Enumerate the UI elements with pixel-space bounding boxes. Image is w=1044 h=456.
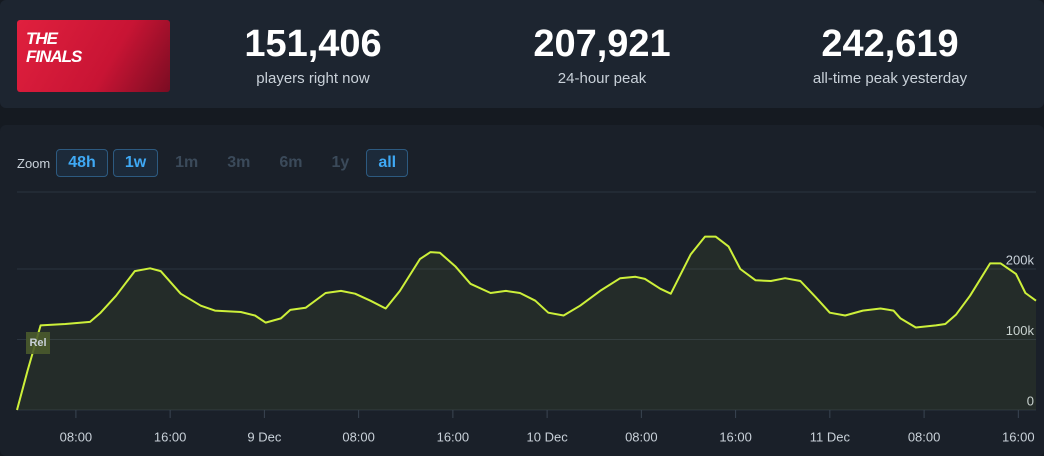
logo-text: THE [26,29,58,48]
x-tick-label: 08:00 [342,429,375,444]
area [17,236,1036,410]
stats-card: THE FINALS 151,406 players right now 207… [0,0,1044,108]
stat-label: players right now [256,70,370,87]
stat-value: 207,921 [533,23,671,65]
x-tick-label: 16:00 [154,429,187,444]
stat: 242,619 all-time peak yesterday [760,24,1020,87]
zoom-label: Zoom [17,155,51,171]
annotation: Rel [29,337,46,349]
stat: 207,921 24-hour peak [472,24,732,87]
zoom-button[interactable]: 6m [279,154,303,171]
chart-card [0,125,1044,456]
zoom-button[interactable]: all [366,149,409,177]
stat-value: 151,406 [244,23,382,65]
x-tick-label: 08:00 [60,429,93,444]
zoom-button[interactable]: 1m [175,154,199,171]
y-tick-label: 100k [1006,323,1035,338]
stat-value: 242,619 [821,23,959,65]
zoom-button[interactable]: 1w [112,149,159,177]
x-tick-label: 10 Dec [527,429,569,444]
zoom-button[interactable]: 3m [227,154,251,171]
zoom-bar: Zoom 48h 1w 1m 3m 6m 1y all [17,147,413,179]
game-logo: THE FINALS [17,20,170,92]
stat: 151,406 players right now [183,24,443,87]
zoom-button[interactable]: 48h [56,149,108,177]
x-tick-label: 16:00 [437,429,470,444]
zoom-button[interactable]: 1y [331,154,350,171]
x-tick-label: 08:00 [625,429,658,444]
logo-text: FINALS [26,47,82,66]
y-tick-label: 0 [1027,393,1034,408]
x-tick-label: 9 Dec [247,429,281,444]
x-tick-label: 08:00 [908,429,941,444]
stat-label: all-time peak yesterday [812,70,968,87]
line [16,235,1037,411]
y-tick-label: 200k [1006,252,1035,267]
x-tick-label: 16:00 [1002,429,1035,444]
x-tick-label: 16:00 [719,429,752,444]
x-tick-label: 11 Dec [810,429,851,444]
stat-label: 24-hour peak [557,70,647,87]
annotation-box [26,332,50,354]
